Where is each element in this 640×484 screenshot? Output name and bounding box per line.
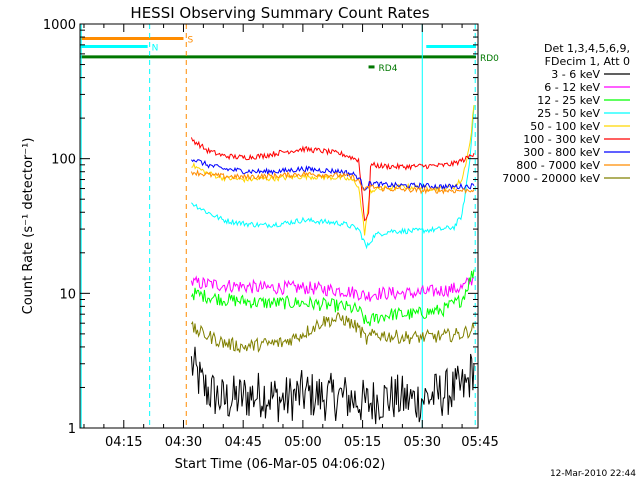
- x-tick-label: 05:00: [284, 435, 321, 450]
- x-tick-label: 05:45: [461, 435, 498, 450]
- flag-bar-label: S: [187, 36, 193, 46]
- legend-entry: 3 - 6 keV: [551, 68, 600, 81]
- y-tick-label: 10: [59, 287, 76, 302]
- legend-header: FDecim 1, Att 0: [545, 55, 630, 68]
- legend-entry: 100 - 300 keV: [523, 133, 600, 146]
- y-axis-label: Count Rate (s⁻¹ detector⁻¹): [21, 138, 36, 315]
- series-line: [190, 169, 475, 195]
- x-tick-label: 04:15: [105, 435, 142, 450]
- legend-entry: 7000 - 20000 keV: [502, 172, 600, 185]
- legend-entry: 800 - 7000 keV: [516, 159, 600, 172]
- chart-title: HESSI Observing Summary Count Rates: [130, 4, 429, 22]
- series-line: [190, 346, 475, 425]
- flag-bar-label: N: [152, 44, 159, 54]
- series-line: [191, 159, 475, 192]
- y-tick-label: 100: [51, 153, 76, 168]
- x-tick-label: 05:15: [344, 435, 381, 450]
- legend-entry: 6 - 12 keV: [544, 81, 600, 94]
- timestamp: 12-Mar-2010 22:44: [550, 469, 636, 479]
- series-lines: [190, 105, 475, 425]
- plot-frame: [79, 23, 479, 429]
- flag-bar-label: RD0: [480, 54, 499, 64]
- flag-bar-label: RD4: [379, 64, 398, 74]
- x-tick-label: 05:30: [404, 435, 441, 450]
- vertical-markers: [80, 24, 476, 428]
- y-tick-label: 1: [68, 422, 76, 437]
- legend-entry: 25 - 50 keV: [537, 107, 600, 120]
- series-line: [190, 137, 475, 222]
- series-line: [191, 105, 475, 250]
- flag-bars: S N RD0 RD4: [80, 36, 499, 74]
- legend-entry: 300 - 800 keV: [523, 146, 600, 159]
- series-line: [190, 269, 475, 327]
- axis-ticks: 04:15 04:30 04:45 05:00 05:15 05:30 05:45 1 10 10…: [43, 18, 499, 450]
- series-line: [190, 275, 475, 302]
- series-line: [190, 311, 475, 353]
- y-tick-label: 1000: [43, 18, 76, 33]
- legend: Det 1,3,4,5,6,9,FDecim 1, Att 03 - 6 keV…: [502, 42, 630, 185]
- x-tick-label: 04:30: [165, 435, 202, 450]
- x-tick-label: 04:45: [224, 435, 261, 450]
- legend-entry: 50 - 100 keV: [530, 120, 600, 133]
- legend-entry: 12 - 25 keV: [537, 94, 600, 107]
- x-axis-label: Start Time (06-Mar-05 04:06:02): [175, 457, 386, 472]
- legend-header: Det 1,3,4,5,6,9,: [544, 42, 630, 55]
